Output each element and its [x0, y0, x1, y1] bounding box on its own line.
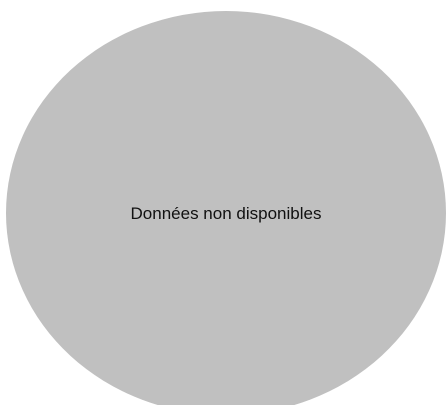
- no-data-message: Données non disponibles: [131, 204, 322, 223]
- empty-pie-placeholder: [6, 11, 446, 405]
